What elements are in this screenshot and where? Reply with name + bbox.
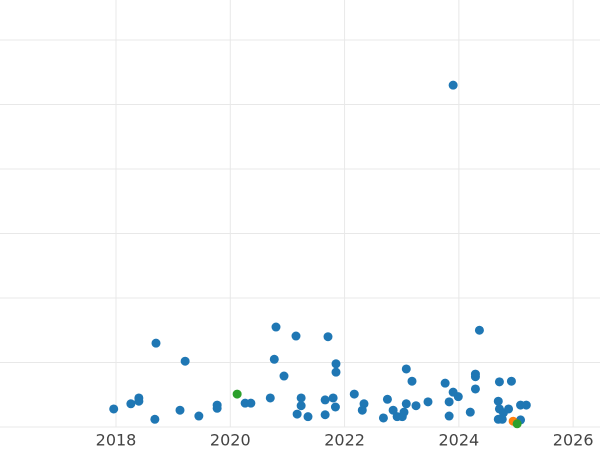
- point: [423, 397, 433, 407]
- point: [401, 364, 411, 374]
- point: [470, 384, 480, 394]
- point: [444, 411, 454, 421]
- point: [444, 397, 454, 407]
- point: [378, 413, 388, 423]
- point: [265, 393, 275, 403]
- point: [440, 378, 450, 388]
- point: [180, 356, 190, 366]
- point: [320, 410, 330, 420]
- point: [504, 404, 514, 414]
- point: [232, 389, 242, 399]
- point: [126, 399, 136, 409]
- point: [296, 393, 306, 403]
- point: [411, 401, 421, 411]
- point: [175, 405, 185, 415]
- point: [331, 359, 341, 369]
- point: [134, 396, 144, 406]
- point: [512, 419, 522, 429]
- point: [212, 403, 222, 413]
- point: [291, 331, 301, 341]
- point: [330, 402, 340, 412]
- point: [296, 401, 306, 411]
- point: [303, 412, 313, 422]
- point: [357, 405, 367, 415]
- point: [493, 396, 503, 406]
- point: [399, 407, 409, 417]
- point: [269, 354, 279, 364]
- point: [470, 372, 480, 382]
- point: [292, 409, 302, 419]
- point: [279, 371, 289, 381]
- point: [474, 325, 484, 335]
- point: [407, 376, 417, 386]
- x-tick-label: 2018: [96, 431, 137, 450]
- point: [401, 399, 411, 409]
- point: [448, 80, 458, 90]
- point: [494, 377, 504, 387]
- point: [382, 394, 392, 404]
- point: [388, 405, 398, 415]
- point: [349, 389, 359, 399]
- point: [151, 338, 161, 348]
- point: [506, 376, 516, 386]
- point: [271, 322, 281, 332]
- point: [194, 411, 204, 421]
- point: [331, 367, 341, 377]
- point: [246, 398, 256, 408]
- point: [521, 400, 531, 410]
- x-tick-label: 2020: [210, 431, 251, 450]
- x-tick-label: 2022: [324, 431, 365, 450]
- point: [320, 395, 330, 405]
- point: [453, 392, 463, 402]
- point: [328, 393, 338, 403]
- x-tick-label: 2026: [553, 431, 594, 450]
- point: [465, 407, 475, 417]
- point: [109, 404, 119, 414]
- point: [150, 414, 160, 424]
- point: [323, 332, 333, 342]
- x-tick-label: 2024: [438, 431, 479, 450]
